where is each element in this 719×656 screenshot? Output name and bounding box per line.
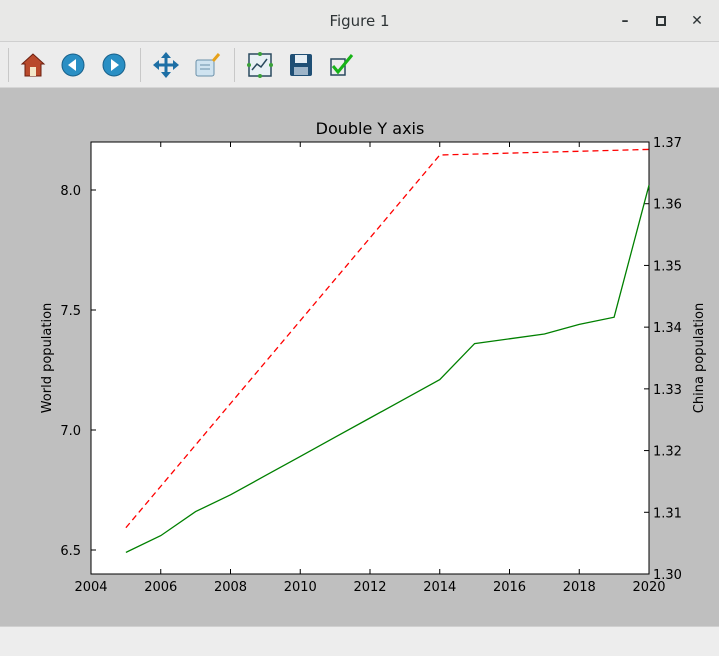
- window-title: Figure 1: [329, 12, 390, 30]
- back-icon[interactable]: [58, 50, 88, 80]
- x-tick-label: 2010: [284, 580, 317, 595]
- status-bar: [0, 626, 719, 656]
- forward-icon[interactable]: [99, 50, 129, 80]
- x-tick-label: 2018: [563, 580, 596, 595]
- toolbar: [0, 42, 719, 88]
- y2-tick-label: 1.35: [653, 259, 682, 274]
- axes-ticks: 2004 2006 2008 2010 2012 2014 2016 2018 2020 6.5 7…: [60, 136, 682, 595]
- y-axis-label: World population: [40, 303, 55, 414]
- save-icon[interactable]: [286, 50, 316, 80]
- y-tick-label: 8.0: [60, 184, 81, 199]
- plot-lines: [125, 148, 650, 553]
- y2-tick-label: 1.33: [653, 383, 682, 398]
- y2-tick-label: 1.36: [653, 198, 682, 213]
- chart-title: Double Y axis: [316, 119, 425, 138]
- minimize-icon[interactable]: –: [621, 13, 629, 29]
- toolbar-separator: [8, 48, 9, 82]
- y2-tick-label: 1.32: [653, 445, 682, 460]
- world-population-line: [125, 185, 650, 553]
- zoom-icon[interactable]: [192, 50, 222, 80]
- y2-tick-label: 1.37: [653, 136, 682, 151]
- configure-subplots-icon[interactable]: [245, 50, 275, 80]
- y2-tick-label: 1.34: [653, 321, 682, 336]
- x-tick-label: 2014: [423, 580, 456, 595]
- window-titlebar: Figure 1 – ✕: [0, 0, 719, 42]
- home-icon[interactable]: [18, 50, 48, 80]
- x-tick-label: 2012: [353, 580, 386, 595]
- close-icon[interactable]: ✕: [691, 13, 703, 29]
- china-population-line: [125, 148, 650, 529]
- x-tick-label: 2004: [74, 580, 107, 595]
- y2-tick-label: 1.30: [653, 568, 682, 583]
- y-tick-label: 7.5: [60, 304, 81, 319]
- y-tick-label: 6.5: [60, 544, 81, 559]
- maximize-icon[interactable]: [650, 10, 672, 32]
- x-tick-label: 2006: [144, 580, 177, 595]
- x-tick-label: 2008: [214, 580, 247, 595]
- edit-axis-icon[interactable]: [326, 50, 356, 80]
- pan-icon[interactable]: [151, 50, 181, 80]
- y-tick-label: 7.0: [60, 424, 81, 439]
- y2-tick-label: 1.31: [653, 506, 682, 521]
- plot-area: [90, 141, 650, 575]
- toolbar-separator: [234, 48, 235, 82]
- x-tick-label: 2016: [493, 580, 526, 595]
- y2-axis-label: China population: [692, 303, 707, 413]
- toolbar-separator: [140, 48, 141, 82]
- chart: Double Y axis World population China pop…: [40, 119, 707, 595]
- figure-canvas[interactable]: Double Y axis World population China pop…: [0, 88, 719, 626]
- x-tick-label: 2020: [632, 580, 665, 595]
